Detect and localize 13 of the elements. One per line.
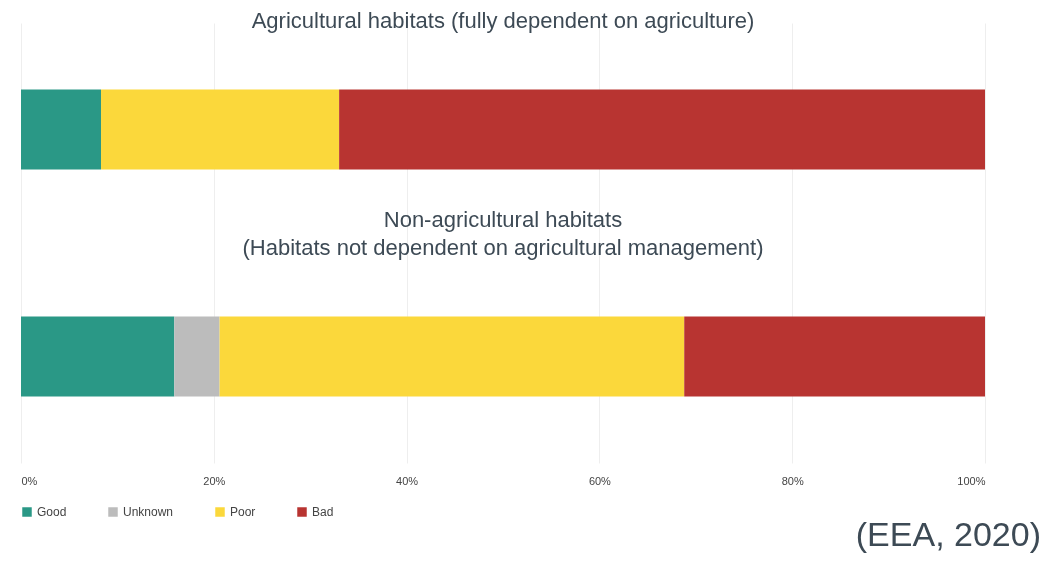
y-tick-label: Agricultural habitats (fully dependent on agriculture)	[251, 8, 755, 34]
x-tick-label: 60%	[588, 474, 612, 487]
legend-label: Bad	[312, 505, 334, 519]
legend-label: Unknown	[123, 505, 174, 519]
x-tick-label: 100%	[957, 474, 986, 487]
x-tick-label: 80%	[781, 474, 804, 487]
x-tick-label: 0%	[21, 474, 38, 487]
y-tick-label: Non-agricultural habitats (Habitats not dependent on agricultural management)	[242, 206, 764, 260]
x-tick-label: 40%	[396, 474, 419, 487]
legend-label: Poor	[230, 505, 256, 519]
legend-label: Good	[37, 505, 67, 519]
text: (EEA, 2020)	[855, 515, 1041, 553]
x-tick-label: 20%	[203, 474, 226, 487]
